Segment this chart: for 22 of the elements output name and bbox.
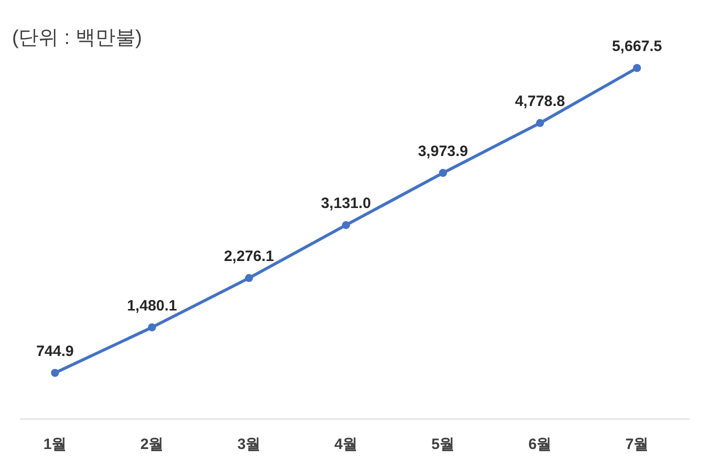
point <box>342 221 350 230</box>
text: (단위 : 백만불) <box>12 27 142 49</box>
data-label: 4,778.8 <box>514 93 566 110</box>
data-label: 1,480.1 <box>126 297 178 314</box>
x-tick-label: 6월 <box>528 436 552 453</box>
point <box>633 64 641 72</box>
data-label: 744.9 <box>36 342 74 360</box>
x-tick-label: 2월 <box>140 436 164 453</box>
point <box>536 119 544 128</box>
point <box>51 368 59 377</box>
point <box>439 168 447 177</box>
data-label: 3,973.9 <box>418 142 468 160</box>
x-tick-label: 5월 <box>431 436 455 453</box>
x-tick-label: 7월 <box>625 436 649 453</box>
data-label: 3,131.0 <box>320 195 372 212</box>
x-tick-label: 4월 <box>334 436 358 453</box>
data-label: 5,667.5 <box>612 38 662 55</box>
x-tick-label: 1월 <box>43 436 67 453</box>
x-tick-label: 3월 <box>237 436 261 453</box>
data-label: 2,276.1 <box>224 248 274 266</box>
point <box>245 274 253 282</box>
point <box>148 323 156 332</box>
